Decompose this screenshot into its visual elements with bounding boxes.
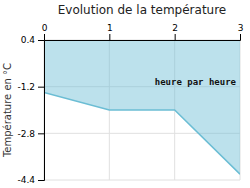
tick-label: 0 — [42, 23, 48, 33]
plot: 0 1 2 3 0.4 -1.2 -2.8 -4.4 heure par heure — [17, 23, 243, 185]
tick: 0.4 — [21, 35, 44, 45]
tick-mark — [175, 34, 176, 40]
tick: 0 — [42, 23, 48, 40]
annotation: heure par heure — [155, 77, 237, 87]
tick-label: 1 — [107, 23, 113, 33]
marks — [44, 40, 240, 174]
y-axis-title: Température en °C — [2, 63, 13, 158]
tick: -4.4 — [17, 175, 44, 185]
tick-mark — [38, 133, 44, 134]
tick-mark — [38, 40, 44, 41]
axis-line — [45, 34, 241, 41]
tick-mark — [38, 180, 44, 181]
tick-label: -2.8 — [17, 129, 35, 139]
x-axis: 0 1 2 3 — [42, 23, 244, 41]
tick-mark — [240, 34, 241, 40]
tick-label: 0.4 — [21, 35, 36, 45]
tick-mark — [109, 34, 110, 40]
tick-mark — [44, 34, 45, 40]
area — [44, 40, 240, 174]
tick: -2.8 — [17, 129, 44, 139]
tick-label: -4.4 — [17, 175, 35, 185]
tick-mark — [38, 87, 44, 88]
axis-line — [38, 41, 45, 181]
tick-label: -1.2 — [17, 82, 35, 92]
tick: 3 — [238, 23, 244, 40]
tick: -1.2 — [17, 82, 44, 92]
tick: 2 — [172, 23, 178, 40]
y-axis: 0.4 -1.2 -2.8 -4.4 — [17, 35, 44, 185]
chart: 0 1 2 3 0.4 -1.2 -2.8 -4.4 heure par heure Evolut… — [0, 0, 250, 188]
tick-label: 2 — [172, 23, 178, 33]
grid — [44, 40, 240, 180]
title: Evolution de la température — [58, 3, 227, 17]
grid-line — [44, 180, 240, 181]
tick-label: 3 — [238, 23, 244, 33]
tick: 1 — [107, 23, 113, 40]
line — [44, 93, 240, 175]
chart-container: 0 1 2 3 0.4 -1.2 -2.8 -4.4 heure par heure Evolut… — [0, 0, 250, 188]
